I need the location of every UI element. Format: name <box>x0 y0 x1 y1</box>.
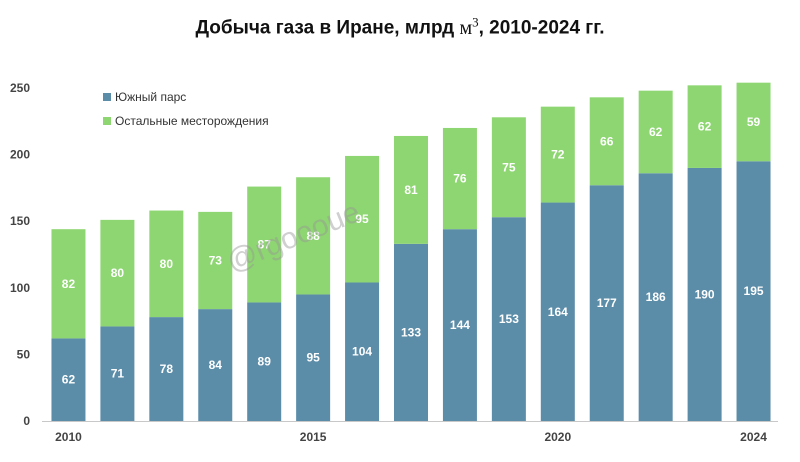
title-suffix: , 2010-2024 гг. <box>478 17 605 39</box>
x-tick-label: 2015 <box>300 430 327 444</box>
title-unit: м3 <box>459 14 479 39</box>
bar-south-pars <box>198 309 233 421</box>
data-label: 80 <box>111 266 125 280</box>
x-tick-label: 2024 <box>740 430 767 444</box>
bar-south-pars <box>736 161 771 421</box>
data-label: 59 <box>747 115 761 129</box>
data-label: 72 <box>551 148 565 162</box>
data-label: 95 <box>306 351 320 365</box>
data-label: 88 <box>306 229 320 243</box>
bar-south-pars <box>247 302 282 421</box>
y-tick-label: 150 <box>10 214 30 228</box>
bar-other-fields <box>638 90 673 174</box>
data-label: 144 <box>450 318 470 332</box>
data-label: 190 <box>695 287 715 301</box>
data-label: 153 <box>499 312 519 326</box>
data-label: 76 <box>453 172 467 186</box>
data-label: 62 <box>62 373 76 387</box>
bar-south-pars <box>589 185 624 421</box>
data-label: 81 <box>404 183 418 197</box>
data-label: 78 <box>160 362 174 376</box>
data-label: 62 <box>649 125 663 139</box>
data-label: 89 <box>258 355 272 369</box>
bar-other-fields <box>296 177 331 295</box>
bar-other-fields <box>589 97 624 186</box>
y-tick-label: 50 <box>17 347 31 361</box>
bar-south-pars <box>540 202 575 421</box>
bar-south-pars <box>345 282 380 421</box>
bar-south-pars <box>394 243 428 421</box>
legend-swatch <box>103 93 111 101</box>
bar-south-pars <box>442 229 477 421</box>
x-tick-label: 2010 <box>55 430 82 444</box>
bar-south-pars <box>100 326 135 421</box>
bar-other-fields <box>345 155 380 283</box>
data-label: 66 <box>600 134 614 148</box>
data-label: 73 <box>209 253 223 267</box>
data-label: 95 <box>355 212 369 226</box>
data-label: 62 <box>698 120 712 134</box>
data-label: 104 <box>352 345 372 359</box>
bar-other-fields <box>247 186 282 303</box>
data-label: 177 <box>597 296 617 310</box>
bar-other-fields <box>491 117 526 218</box>
data-label: 71 <box>111 367 125 381</box>
bar-south-pars <box>687 167 722 421</box>
data-label: 133 <box>401 325 421 339</box>
bar-other-fields <box>149 210 184 318</box>
x-tick-label: 2020 <box>544 430 571 444</box>
bar-south-pars <box>491 217 526 421</box>
bar-south-pars <box>296 294 331 421</box>
y-tick-label: 100 <box>10 281 30 295</box>
y-tick-label: 200 <box>10 148 30 162</box>
bar-other-fields <box>51 229 86 339</box>
bar-other-fields <box>736 82 771 162</box>
data-label: 82 <box>62 277 76 291</box>
data-label: 195 <box>744 284 764 298</box>
bar-other-fields <box>442 127 477 230</box>
legend-swatch <box>103 117 111 125</box>
bar-other-fields <box>540 106 575 203</box>
data-label: 80 <box>160 257 174 271</box>
data-label: 164 <box>548 305 568 319</box>
bar-other-fields <box>100 219 135 327</box>
bar-other-fields <box>198 211 233 310</box>
bar-other-fields <box>687 85 722 168</box>
bar-south-pars <box>51 338 86 421</box>
bar-south-pars <box>149 317 184 421</box>
legend-label: Остальные месторождения <box>115 114 269 128</box>
bar-other-fields <box>394 135 428 244</box>
data-label: 87 <box>258 238 272 252</box>
y-tick-label: 250 <box>10 81 30 95</box>
data-label: 84 <box>209 358 223 372</box>
chart-title: Добыча газа в Иране, млрд м3, 2010-2024 … <box>0 14 800 40</box>
title-prefix: Добыча газа в Иране, млрд <box>195 17 460 39</box>
bar-south-pars <box>638 173 673 421</box>
data-label: 186 <box>646 290 666 304</box>
data-label: 75 <box>502 160 516 174</box>
y-tick-label: 0 <box>23 414 30 428</box>
legend-label: Южный парс <box>115 90 186 104</box>
